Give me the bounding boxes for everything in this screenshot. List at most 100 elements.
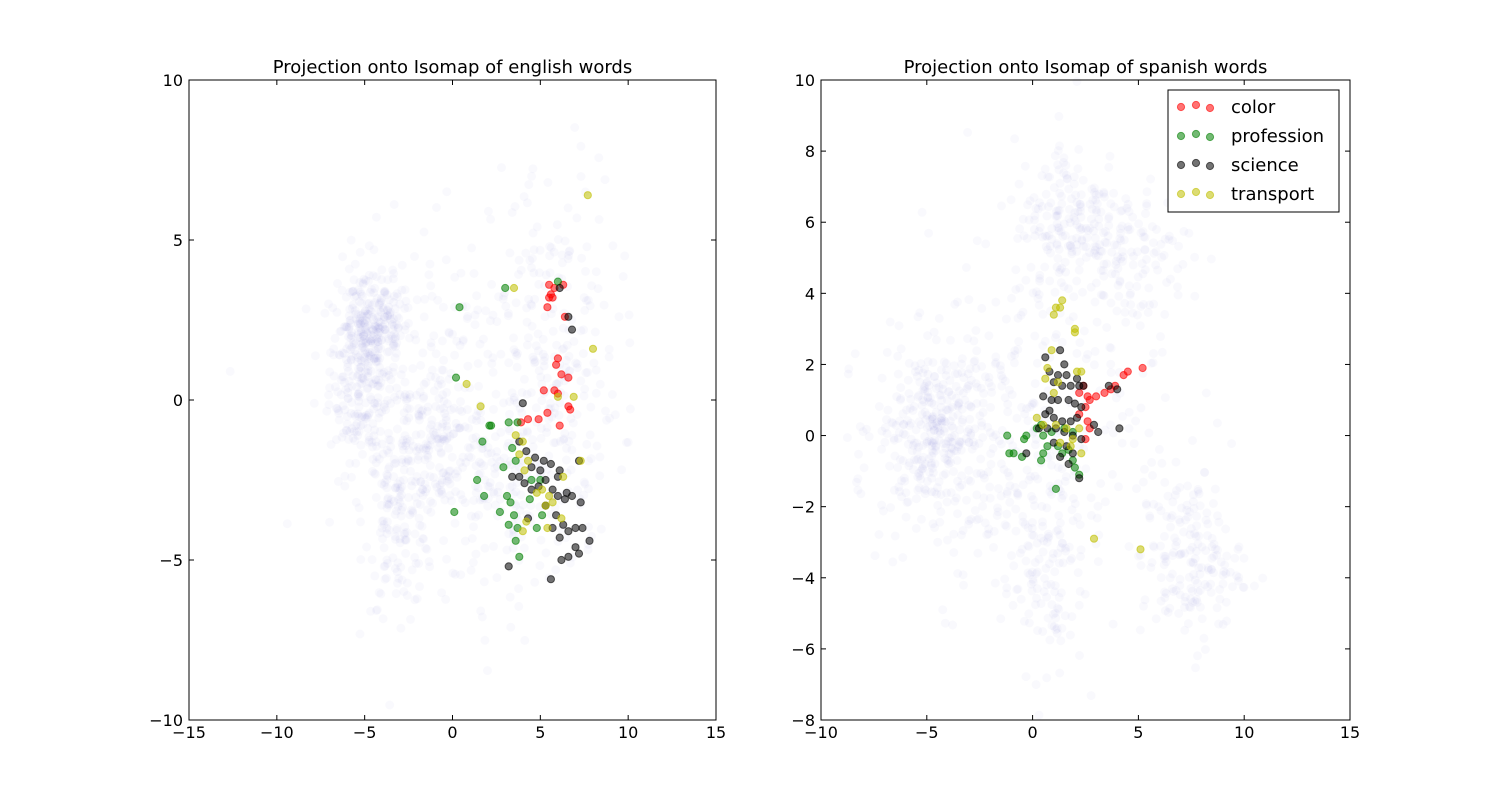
point-profession [1003, 431, 1012, 440]
background-point [415, 582, 424, 591]
background-point [1090, 360, 1099, 369]
x-tick-label: 0 [1028, 723, 1038, 742]
background-point [445, 329, 454, 338]
background-point [423, 453, 432, 462]
background-point [477, 459, 486, 468]
point-science [585, 536, 594, 545]
point-science [1049, 413, 1058, 422]
background-point [1015, 180, 1024, 189]
background-point [1222, 598, 1231, 607]
background-point [1160, 560, 1169, 569]
background-point [1003, 489, 1012, 498]
background-point [347, 236, 356, 245]
background-point [1118, 206, 1127, 215]
background-point [1092, 279, 1101, 288]
background-point [1136, 321, 1145, 330]
background-point [1156, 542, 1165, 551]
background-point [1156, 240, 1165, 249]
background-point [344, 332, 353, 341]
point-transport [569, 392, 578, 401]
background-point [1026, 472, 1035, 481]
point-transport [548, 498, 557, 507]
background-point [359, 309, 368, 318]
x-tick-label: −15 [172, 723, 206, 742]
point-science [1041, 353, 1050, 362]
background-point [417, 430, 426, 439]
legend-entry-transport: transport [1176, 184, 1314, 205]
point-color [1119, 371, 1128, 380]
background-point [1054, 511, 1063, 520]
background-point [1213, 419, 1222, 428]
background-point [996, 361, 1005, 370]
background-point [1014, 337, 1023, 346]
background-point [1066, 218, 1075, 227]
legend-marker [1176, 189, 1186, 199]
background-point [505, 410, 514, 419]
chart-title: Projection onto Isomap of english words [273, 57, 632, 78]
background-point [989, 444, 998, 453]
background-point [1208, 534, 1217, 543]
background-point [486, 316, 495, 325]
background-point [381, 405, 390, 414]
background-point [471, 311, 480, 320]
background-point [1188, 436, 1197, 445]
background-point [393, 312, 402, 321]
background-point [463, 362, 472, 371]
background-point [438, 390, 447, 399]
background-point [1091, 298, 1100, 307]
background-point [977, 384, 986, 393]
background-point [1200, 468, 1209, 477]
background-point [1007, 294, 1016, 303]
background-point [359, 280, 368, 289]
background-point [513, 349, 522, 358]
point-transport [523, 456, 533, 465]
background-point [458, 463, 467, 472]
point-transport [576, 456, 585, 465]
background-point [348, 372, 357, 381]
point-transport [1089, 534, 1099, 543]
point-science [1062, 371, 1071, 380]
background-point [1072, 77, 1081, 86]
background-point [1139, 478, 1148, 487]
background-point [506, 623, 515, 632]
point-profession [1070, 463, 1080, 472]
background-point [499, 398, 508, 407]
point-color [1092, 392, 1101, 401]
background-point [366, 327, 375, 336]
background-point [928, 413, 937, 422]
background-point [1125, 542, 1134, 551]
background-point [904, 376, 913, 385]
background-point [1013, 234, 1022, 243]
background-point [373, 351, 382, 360]
background-point [1055, 669, 1064, 678]
background-point [489, 542, 498, 551]
background-point [1202, 389, 1211, 398]
legend-marker [1191, 129, 1201, 139]
background-point [426, 497, 435, 506]
background-point [1092, 206, 1101, 215]
background-point [447, 496, 456, 505]
chart-title: Projection onto Isomap of spanish words [904, 57, 1268, 78]
background-point [1161, 393, 1170, 402]
background-point [400, 535, 409, 544]
background-point [492, 573, 501, 582]
background-point [1005, 481, 1014, 490]
background-point [953, 369, 962, 378]
background-point [595, 453, 604, 462]
background-point [377, 296, 386, 305]
background-point [955, 386, 964, 395]
point-science [504, 562, 513, 571]
background-point [930, 372, 939, 381]
background-point [1201, 645, 1210, 654]
point-color [539, 386, 548, 395]
background-point [562, 456, 571, 465]
point-profession [1039, 431, 1048, 440]
background-point [454, 383, 463, 392]
y-tick-label: 10 [163, 71, 183, 90]
y-tick-label: −10 [149, 711, 183, 730]
background-point [356, 379, 365, 388]
background-point [509, 333, 518, 342]
background-point [860, 463, 869, 472]
background-point [972, 346, 981, 355]
